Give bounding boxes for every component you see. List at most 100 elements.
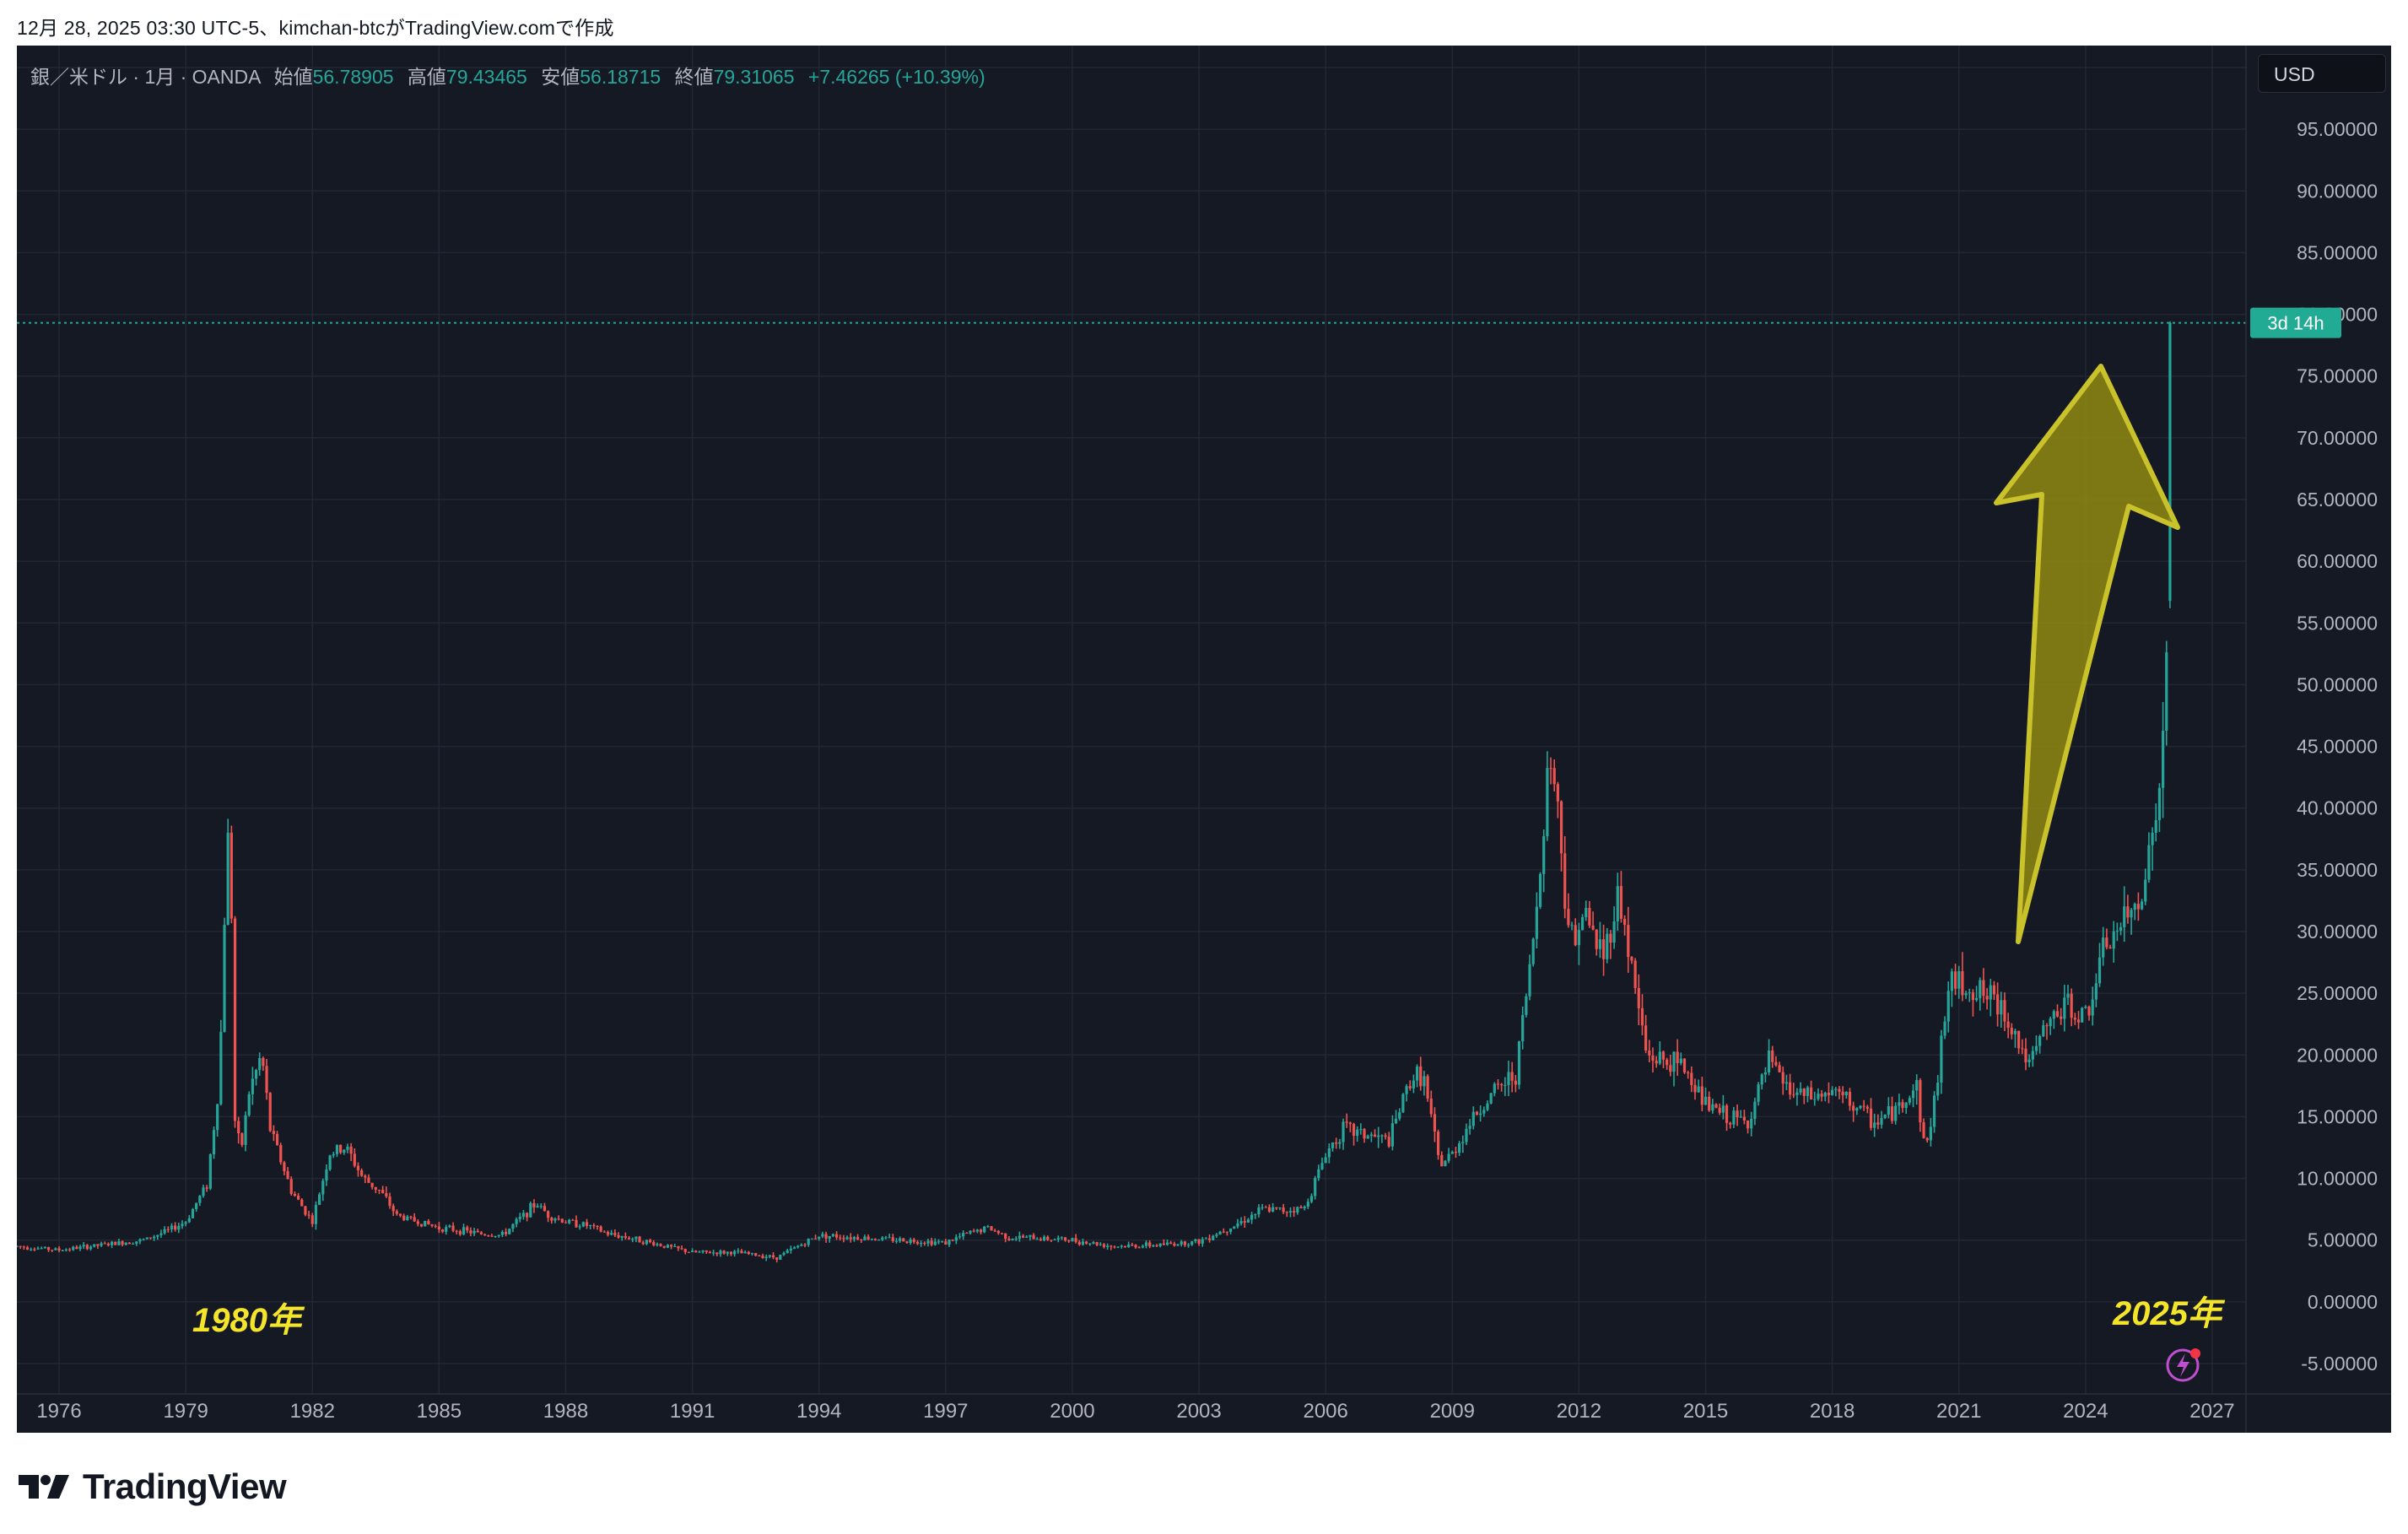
candle-body	[779, 1255, 782, 1260]
candle-body	[1000, 1233, 1004, 1234]
candle-body	[1169, 1242, 1173, 1244]
candle-body	[388, 1196, 391, 1207]
candle-body	[46, 1247, 51, 1250]
candle-body	[839, 1237, 842, 1239]
candle-body	[223, 925, 226, 1032]
candle-body	[1401, 1094, 1405, 1113]
candle-body	[1345, 1121, 1348, 1123]
candle-body	[909, 1239, 912, 1243]
candle-body	[2073, 1018, 2076, 1020]
y-tick-label: 60.00000	[2297, 550, 2378, 572]
candle-body	[1429, 1098, 1433, 1115]
candle-body	[251, 1078, 254, 1094]
candle-body	[1911, 1090, 1915, 1099]
candle-body	[1869, 1108, 1873, 1128]
candle-body	[1394, 1118, 1398, 1124]
candle-body	[1876, 1122, 1880, 1125]
candle-body	[722, 1250, 726, 1254]
candle-body	[82, 1245, 85, 1247]
candle-body	[923, 1242, 926, 1244]
legend-low-label: 安値	[541, 66, 580, 88]
candle-body	[1296, 1207, 1299, 1213]
legend-symbol[interactable]: 銀／米ドル · 1月 · OANDA	[30, 66, 261, 88]
candle-body	[1261, 1207, 1264, 1208]
candle-body	[1725, 1105, 1729, 1123]
candle-body	[1559, 801, 1563, 854]
candle-body	[1018, 1235, 1021, 1239]
candle-body	[729, 1251, 733, 1255]
candle-body	[1384, 1135, 1387, 1137]
candle-body	[589, 1225, 592, 1227]
candle-body	[691, 1250, 694, 1252]
currency-button[interactable]: USD	[2258, 54, 2386, 93]
candle-body	[1228, 1229, 1233, 1232]
candle-body	[1180, 1241, 1183, 1245]
candle-body	[1883, 1114, 1887, 1118]
candle-body	[1021, 1235, 1025, 1238]
candle-body	[1817, 1094, 1820, 1099]
candle-body	[1810, 1087, 1813, 1099]
candle-body	[2161, 731, 2165, 788]
candle-body	[771, 1255, 775, 1258]
candle-body	[1666, 1059, 1669, 1066]
candle-body	[202, 1187, 205, 1196]
candle-body	[656, 1244, 659, 1245]
annotation-2025[interactable]: 2025年	[2112, 1295, 2226, 1332]
candle-body	[226, 832, 229, 926]
candle-body	[437, 1226, 440, 1230]
chart-panel[interactable]	[17, 46, 2391, 1433]
candle-body	[1992, 985, 1996, 995]
candle-body	[2013, 1030, 2017, 1034]
candle-body	[346, 1146, 349, 1150]
candle-body	[2168, 322, 2172, 602]
candle-body	[85, 1245, 89, 1250]
candle-body	[1655, 1060, 1658, 1064]
candle-body	[1859, 1105, 1862, 1109]
candle-body	[1102, 1244, 1106, 1247]
candle-body	[996, 1230, 1000, 1234]
x-tick-label: 1979	[163, 1400, 208, 1423]
candle-body	[1774, 1061, 1778, 1066]
candle-body	[740, 1250, 743, 1254]
candle-body	[2021, 1048, 2024, 1050]
candle-body	[272, 1131, 275, 1135]
candle-body	[43, 1247, 46, 1249]
y-tick-label: 55.00000	[2297, 612, 2378, 634]
candle-body	[148, 1237, 153, 1239]
candle-body	[1627, 925, 1630, 958]
candle-body	[2094, 983, 2098, 1000]
candle-body	[89, 1246, 93, 1250]
candle-body	[912, 1239, 915, 1242]
candle-body	[1510, 1072, 1514, 1081]
x-tick-label: 1997	[923, 1400, 968, 1423]
legend-close-label: 終値	[674, 66, 714, 88]
candle-body	[353, 1153, 356, 1166]
candle-body	[701, 1250, 705, 1252]
candle-body	[578, 1226, 581, 1228]
candle-body	[1865, 1106, 1869, 1109]
candle-body	[659, 1244, 662, 1246]
candle-body	[466, 1227, 469, 1231]
candle-body	[2052, 1011, 2055, 1019]
candle-body	[314, 1204, 318, 1224]
trend-arrow-drawing[interactable]	[1994, 364, 2180, 944]
candle-body	[1500, 1083, 1504, 1086]
candle-body	[1901, 1102, 1904, 1109]
candle-body	[93, 1244, 96, 1247]
candle-body	[1479, 1113, 1482, 1115]
lightning-icon[interactable]	[2166, 1348, 2200, 1382]
annotation-1980[interactable]: 1980年	[192, 1302, 305, 1339]
tradingview-logo[interactable]: TradingView	[19, 1466, 287, 1507]
price-axis[interactable]: -5.00000 0.00000 5.00000 10.00000 15.00000 20…	[2245, 46, 2378, 1433]
candle-body	[821, 1234, 824, 1237]
candle-body	[789, 1248, 792, 1250]
candle-body	[1486, 1103, 1489, 1110]
candle-body	[2144, 879, 2147, 902]
candle-body	[1267, 1207, 1271, 1212]
candle-body	[775, 1257, 779, 1260]
time-axis[interactable]: 1976 1979 1982 1985 1988 1991 1994 1997 2000 2003…	[17, 1393, 2391, 1423]
candle-body	[1246, 1219, 1250, 1223]
candle-body	[1380, 1135, 1384, 1137]
price-chart[interactable]: -5.00000 0.00000 5.00000 10.00000 15.00000 20…	[0, 0, 2408, 1434]
candle-body	[1207, 1238, 1212, 1240]
